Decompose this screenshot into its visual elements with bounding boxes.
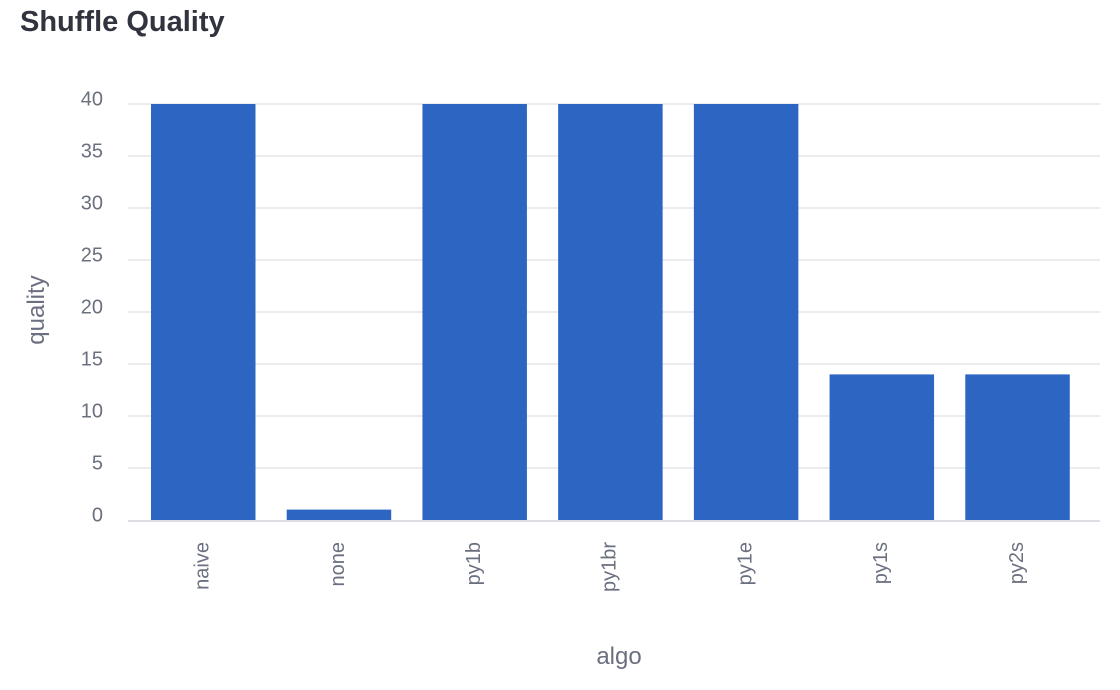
bar-py1b[interactable] [422,104,527,520]
bar-py1br[interactable] [558,104,663,520]
y-tick-label: 5 [92,452,103,474]
x-tick-label-py1b: py1b [463,542,485,585]
x-tick-label-none: none [327,542,349,587]
x-axis-label: algo [596,643,641,670]
y-tick-label: 10 [81,400,103,422]
x-tick-label-py2s: py2s [1006,542,1028,584]
x-tick-label-naive: naive [192,542,214,590]
y-axis-ticks: 0 5 10 15 20 25 30 35 40 [81,88,103,526]
x-axis-ticks: naive none py1b py1br py1e py1s py2s [192,542,1028,592]
y-tick-label: 15 [81,348,103,370]
x-tick-label-py1br: py1br [599,542,621,592]
bar-py1s[interactable] [829,374,935,520]
y-tick-label: 20 [81,296,103,318]
y-tick-label: 25 [81,244,103,266]
y-tick-label: 0 [92,504,103,526]
bar-none[interactable] [286,509,392,520]
y-tick-label: 30 [81,192,103,214]
x-tick-label-py1e: py1e [734,542,756,585]
bar-py1e[interactable] [693,104,799,520]
chart-title: Shuffle Quality [20,6,225,38]
bars [151,104,1070,520]
x-tick-label-py1s: py1s [870,542,892,584]
y-axis-label: quality [23,275,50,344]
y-tick-label: 35 [81,140,103,162]
bar-naive[interactable] [151,104,256,520]
y-tick-label: 40 [81,88,103,110]
bar-py2s[interactable] [965,374,1070,520]
